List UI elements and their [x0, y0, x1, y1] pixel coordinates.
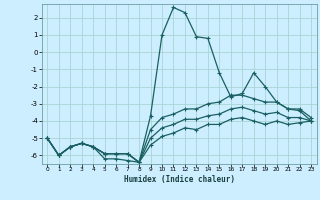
X-axis label: Humidex (Indice chaleur): Humidex (Indice chaleur)	[124, 175, 235, 184]
